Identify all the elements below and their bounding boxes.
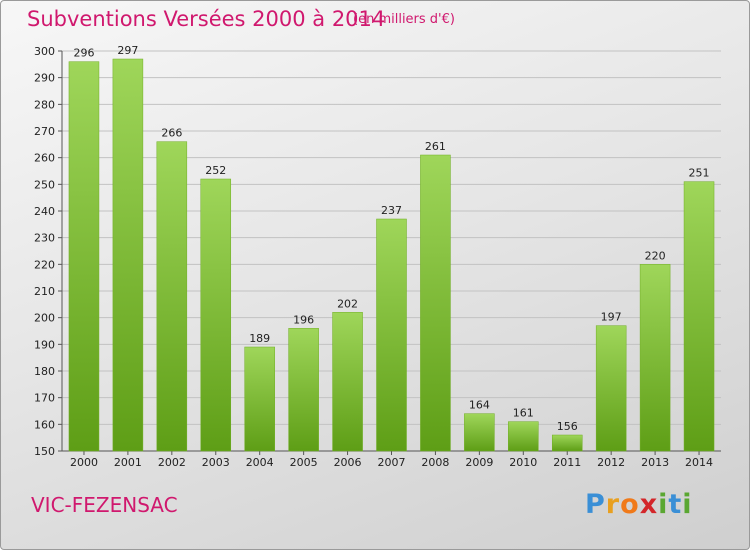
- y-tick-label-220: 220: [34, 258, 55, 271]
- bar-2007: [376, 218, 407, 452]
- bar-value-label-2006: 202: [337, 297, 358, 310]
- bar-2001: [112, 58, 144, 452]
- bar-2012: [595, 325, 627, 452]
- bar-2008: [420, 154, 451, 452]
- x-tick-label-2011: 2011: [553, 456, 581, 469]
- y-tick-label-260: 260: [34, 152, 55, 165]
- chart-subtitle: (en milliers d'€): [353, 12, 455, 27]
- x-tick-label-2010: 2010: [509, 456, 537, 469]
- y-tick-label-290: 290: [34, 72, 55, 85]
- x-tick-label-2013: 2013: [641, 456, 669, 469]
- bar-2004: [244, 346, 275, 452]
- bar-value-label-2009: 164: [469, 399, 490, 412]
- bar-2010: [508, 421, 539, 452]
- y-tick-label-200: 200: [34, 312, 55, 325]
- x-tick-label-2001: 2001: [114, 456, 142, 469]
- labels: 150 160 170 180 190 200 210 220 230 240 250 260 270 2…: [34, 44, 713, 469]
- y-tick-label-160: 160: [34, 418, 55, 431]
- bar-value-label-2011: 156: [557, 420, 578, 433]
- y-tick-label-230: 230: [34, 232, 55, 245]
- y-tick-label-250: 250: [34, 178, 55, 191]
- x-tick-label-2009: 2009: [465, 456, 493, 469]
- bar-2000: [68, 61, 100, 452]
- y-tick-label-180: 180: [34, 365, 55, 378]
- y-tick-label-300: 300: [34, 45, 55, 58]
- bar-2003: [200, 178, 232, 452]
- bar-2005: [288, 328, 319, 452]
- y-tick-label-280: 280: [34, 98, 55, 111]
- bar-value-label-2005: 196: [293, 313, 314, 326]
- bar-value-label-2012: 197: [601, 311, 622, 324]
- x-tick-label-2008: 2008: [421, 456, 449, 469]
- bar-2011: [551, 434, 583, 452]
- bar-value-label-2014: 251: [689, 167, 710, 180]
- bar-value-label-2002: 266: [161, 127, 182, 140]
- x-tick-label-2004: 2004: [246, 456, 274, 469]
- bar-value-label-2004: 189: [249, 332, 270, 345]
- bar-2006: [332, 312, 363, 452]
- y-tick-label-150: 150: [34, 445, 55, 458]
- x-tick-label-2006: 2006: [334, 456, 362, 469]
- y-tick-label-240: 240: [34, 205, 55, 218]
- bar-2002: [156, 141, 188, 452]
- bar-2014: [683, 181, 715, 452]
- x-tick-label-2000: 2000: [70, 456, 98, 469]
- y-tick-label-170: 170: [34, 392, 55, 405]
- x-tick-label-2003: 2003: [202, 456, 230, 469]
- bar-value-label-2013: 220: [645, 249, 666, 262]
- bar-value-label-2010: 161: [513, 407, 534, 420]
- y-tick-label-210: 210: [34, 285, 55, 298]
- chart-title: Subventions Versées 2000 à 2014: [27, 7, 386, 31]
- x-tick-label-2007: 2007: [378, 456, 406, 469]
- bar-value-label-2007: 237: [381, 204, 402, 217]
- proxiti-logo: Proxiti: [585, 489, 693, 520]
- x-tick-label-2005: 2005: [290, 456, 318, 469]
- commune-name: VIC-FEZENSAC: [31, 493, 178, 517]
- bar-value-label-2001: 297: [117, 44, 138, 57]
- y-tick-label-270: 270: [34, 125, 55, 138]
- bar-value-label-2000: 296: [73, 47, 94, 60]
- y-tick-label-190: 190: [34, 338, 55, 351]
- bar-2013: [639, 264, 671, 452]
- x-tick-label-2014: 2014: [685, 456, 713, 469]
- x-tick-label-2002: 2002: [158, 456, 186, 469]
- bar-2009: [464, 413, 495, 452]
- bars: [68, 58, 715, 452]
- x-tick-label-2012: 2012: [597, 456, 625, 469]
- bar-value-label-2003: 252: [205, 164, 226, 177]
- bar-value-label-2008: 261: [425, 140, 446, 153]
